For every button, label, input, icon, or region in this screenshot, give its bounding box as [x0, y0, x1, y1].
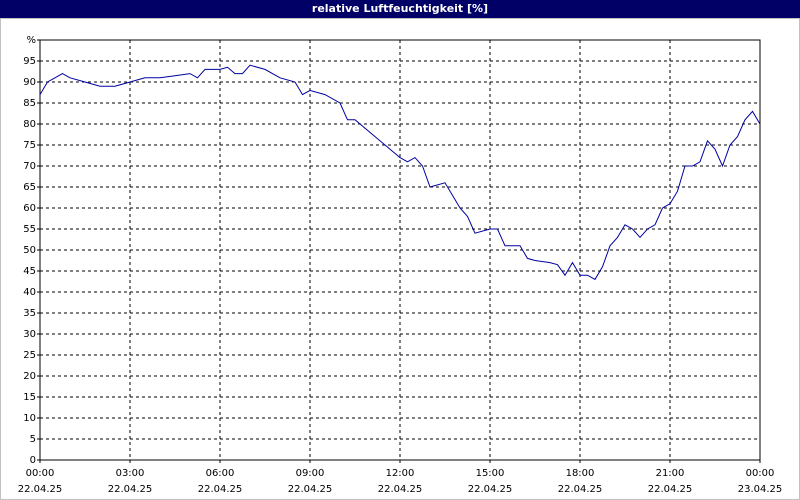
line [39, 64, 761, 281]
y-tick-label: 40 [23, 287, 36, 298]
y-tick-label: 50 [23, 245, 36, 256]
y-tick-label: 55 [23, 224, 36, 235]
y-tick-label: 20 [23, 371, 36, 382]
x-tick-label: 09:00 [296, 468, 325, 479]
x-tick-date: 22.04.25 [288, 484, 333, 495]
y-tick-label: 0 [30, 455, 36, 466]
y-tick-label: 45 [23, 266, 36, 277]
y-tick-label: 60 [23, 203, 36, 214]
x-tick-label: 00:00 [746, 468, 775, 479]
x-tick-label: 06:00 [206, 468, 235, 479]
y-tick-label: 70 [23, 161, 36, 172]
y-tick-label: 25 [23, 350, 36, 361]
x-tick-date: 22.04.25 [468, 484, 513, 495]
y-tick-label: 5 [30, 434, 36, 445]
y-tick-label: 35 [23, 308, 36, 319]
x-tick-date: 22.04.25 [558, 484, 603, 495]
y-tick-label: 15 [23, 392, 36, 403]
x-tick-date: 23.04.25 [738, 484, 783, 495]
x-tick-label: 12:00 [386, 468, 415, 479]
y-tick-label: 90 [23, 77, 36, 88]
y-tick-label: 75 [23, 140, 36, 151]
x-tick-label: 03:00 [116, 468, 145, 479]
x-tick-date: 22.04.25 [198, 484, 243, 495]
x-tick-label: 18:00 [566, 468, 595, 479]
y-tick-label: % [26, 35, 36, 46]
chart-title: relative Luftfeuchtigkeit [%] [312, 2, 488, 15]
x-tick-date: 22.04.25 [648, 484, 693, 495]
y-tick-label: 10 [23, 413, 36, 424]
x-tick-date: 22.04.25 [378, 484, 423, 495]
x-tick-date: 22.04.25 [18, 484, 63, 495]
y-tick-label: 80 [23, 119, 36, 130]
y-tick-label: 30 [23, 329, 36, 340]
title-bar [0, 0, 800, 18]
x-tick-label: 15:00 [476, 468, 505, 479]
y-tick-label: 95 [23, 56, 36, 67]
x-tick-label: 21:00 [656, 468, 685, 479]
y-tick-label: 65 [23, 182, 36, 193]
y-tick-label: 85 [23, 98, 36, 109]
x-tick-label: 00:00 [26, 468, 55, 479]
x-tick-date: 22.04.25 [108, 484, 153, 495]
